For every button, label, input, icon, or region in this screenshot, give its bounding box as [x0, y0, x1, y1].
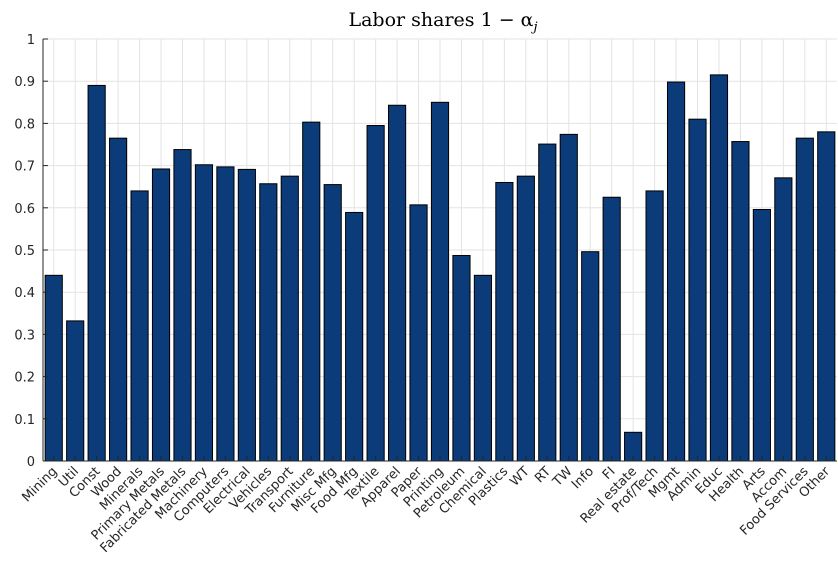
- bar-primary-metals: [151, 168, 171, 462]
- y-tick-label: 0.8: [14, 117, 35, 132]
- y-tick-label: 0.5: [14, 244, 35, 259]
- bar-textile: [366, 125, 385, 462]
- y-tick-label: 0.6: [14, 202, 35, 217]
- bar-mgmt: [666, 81, 686, 462]
- y-tick-label: 0.1: [14, 413, 35, 428]
- y-tick-labels: 0 0.1 0.2 0.3 0.4 0.5 0.6 0.7 0.8 0.9 1: [14, 33, 35, 470]
- y-tick-label: 0.4: [14, 286, 35, 301]
- bar-misc-mfg: [323, 184, 342, 462]
- bar-food-services: [795, 137, 814, 462]
- bar-admin: [688, 118, 707, 462]
- bar-const: [87, 84, 106, 462]
- bar-other: [817, 131, 836, 462]
- bar-fi: [602, 196, 621, 462]
- x-tick-label: Info: [569, 464, 597, 492]
- chart-title-main: Labor shares 1 − α: [348, 9, 533, 31]
- bar-vehicles: [259, 183, 278, 462]
- chart-title-subscript: j: [531, 20, 538, 35]
- bar-transport: [280, 175, 299, 462]
- bar-chemical: [473, 274, 493, 462]
- bar-machinery: [194, 164, 214, 462]
- bar-info: [581, 251, 600, 462]
- bar-apparel: [387, 104, 407, 462]
- y-tick-label: 0.3: [14, 328, 35, 343]
- bar-paper: [409, 204, 428, 462]
- bar-health: [731, 141, 750, 462]
- bar-rt: [538, 143, 557, 462]
- bar-food-mfg: [345, 211, 364, 462]
- bar-fabricated-metals: [173, 149, 192, 462]
- bars: [44, 74, 836, 462]
- bar-printing: [430, 101, 450, 462]
- bar-petroleum: [452, 254, 471, 462]
- axes: [42, 38, 837, 462]
- bar-electrical: [237, 168, 256, 462]
- bar-arts: [752, 208, 771, 462]
- bar-computers: [216, 166, 235, 462]
- bar-mining: [44, 274, 63, 462]
- x-tick-label: TW: [550, 464, 576, 490]
- bar-educ: [709, 74, 729, 462]
- bar-accom: [774, 177, 793, 462]
- y-tick-label: 1: [27, 33, 35, 48]
- bar-wood: [109, 137, 128, 462]
- y-tick-label: 0.7: [14, 160, 35, 175]
- bar-tw: [559, 133, 578, 462]
- bar-plastics: [495, 181, 514, 462]
- x-tick-label: Mining: [19, 464, 60, 505]
- y-tick-label: 0.2: [14, 371, 35, 386]
- bar-prof-tech: [645, 190, 664, 462]
- y-tick-label: 0: [27, 455, 35, 470]
- x-tick-label: WT: [507, 464, 532, 489]
- y-tick-label: 0.9: [14, 75, 35, 90]
- bar-minerals: [130, 190, 149, 462]
- bar-util: [66, 320, 85, 462]
- bar-wt: [516, 175, 535, 462]
- x-tick-label: RT: [532, 464, 554, 486]
- chart-title: Labor shares 1 − αj: [348, 9, 537, 35]
- bar-furniture: [302, 121, 321, 462]
